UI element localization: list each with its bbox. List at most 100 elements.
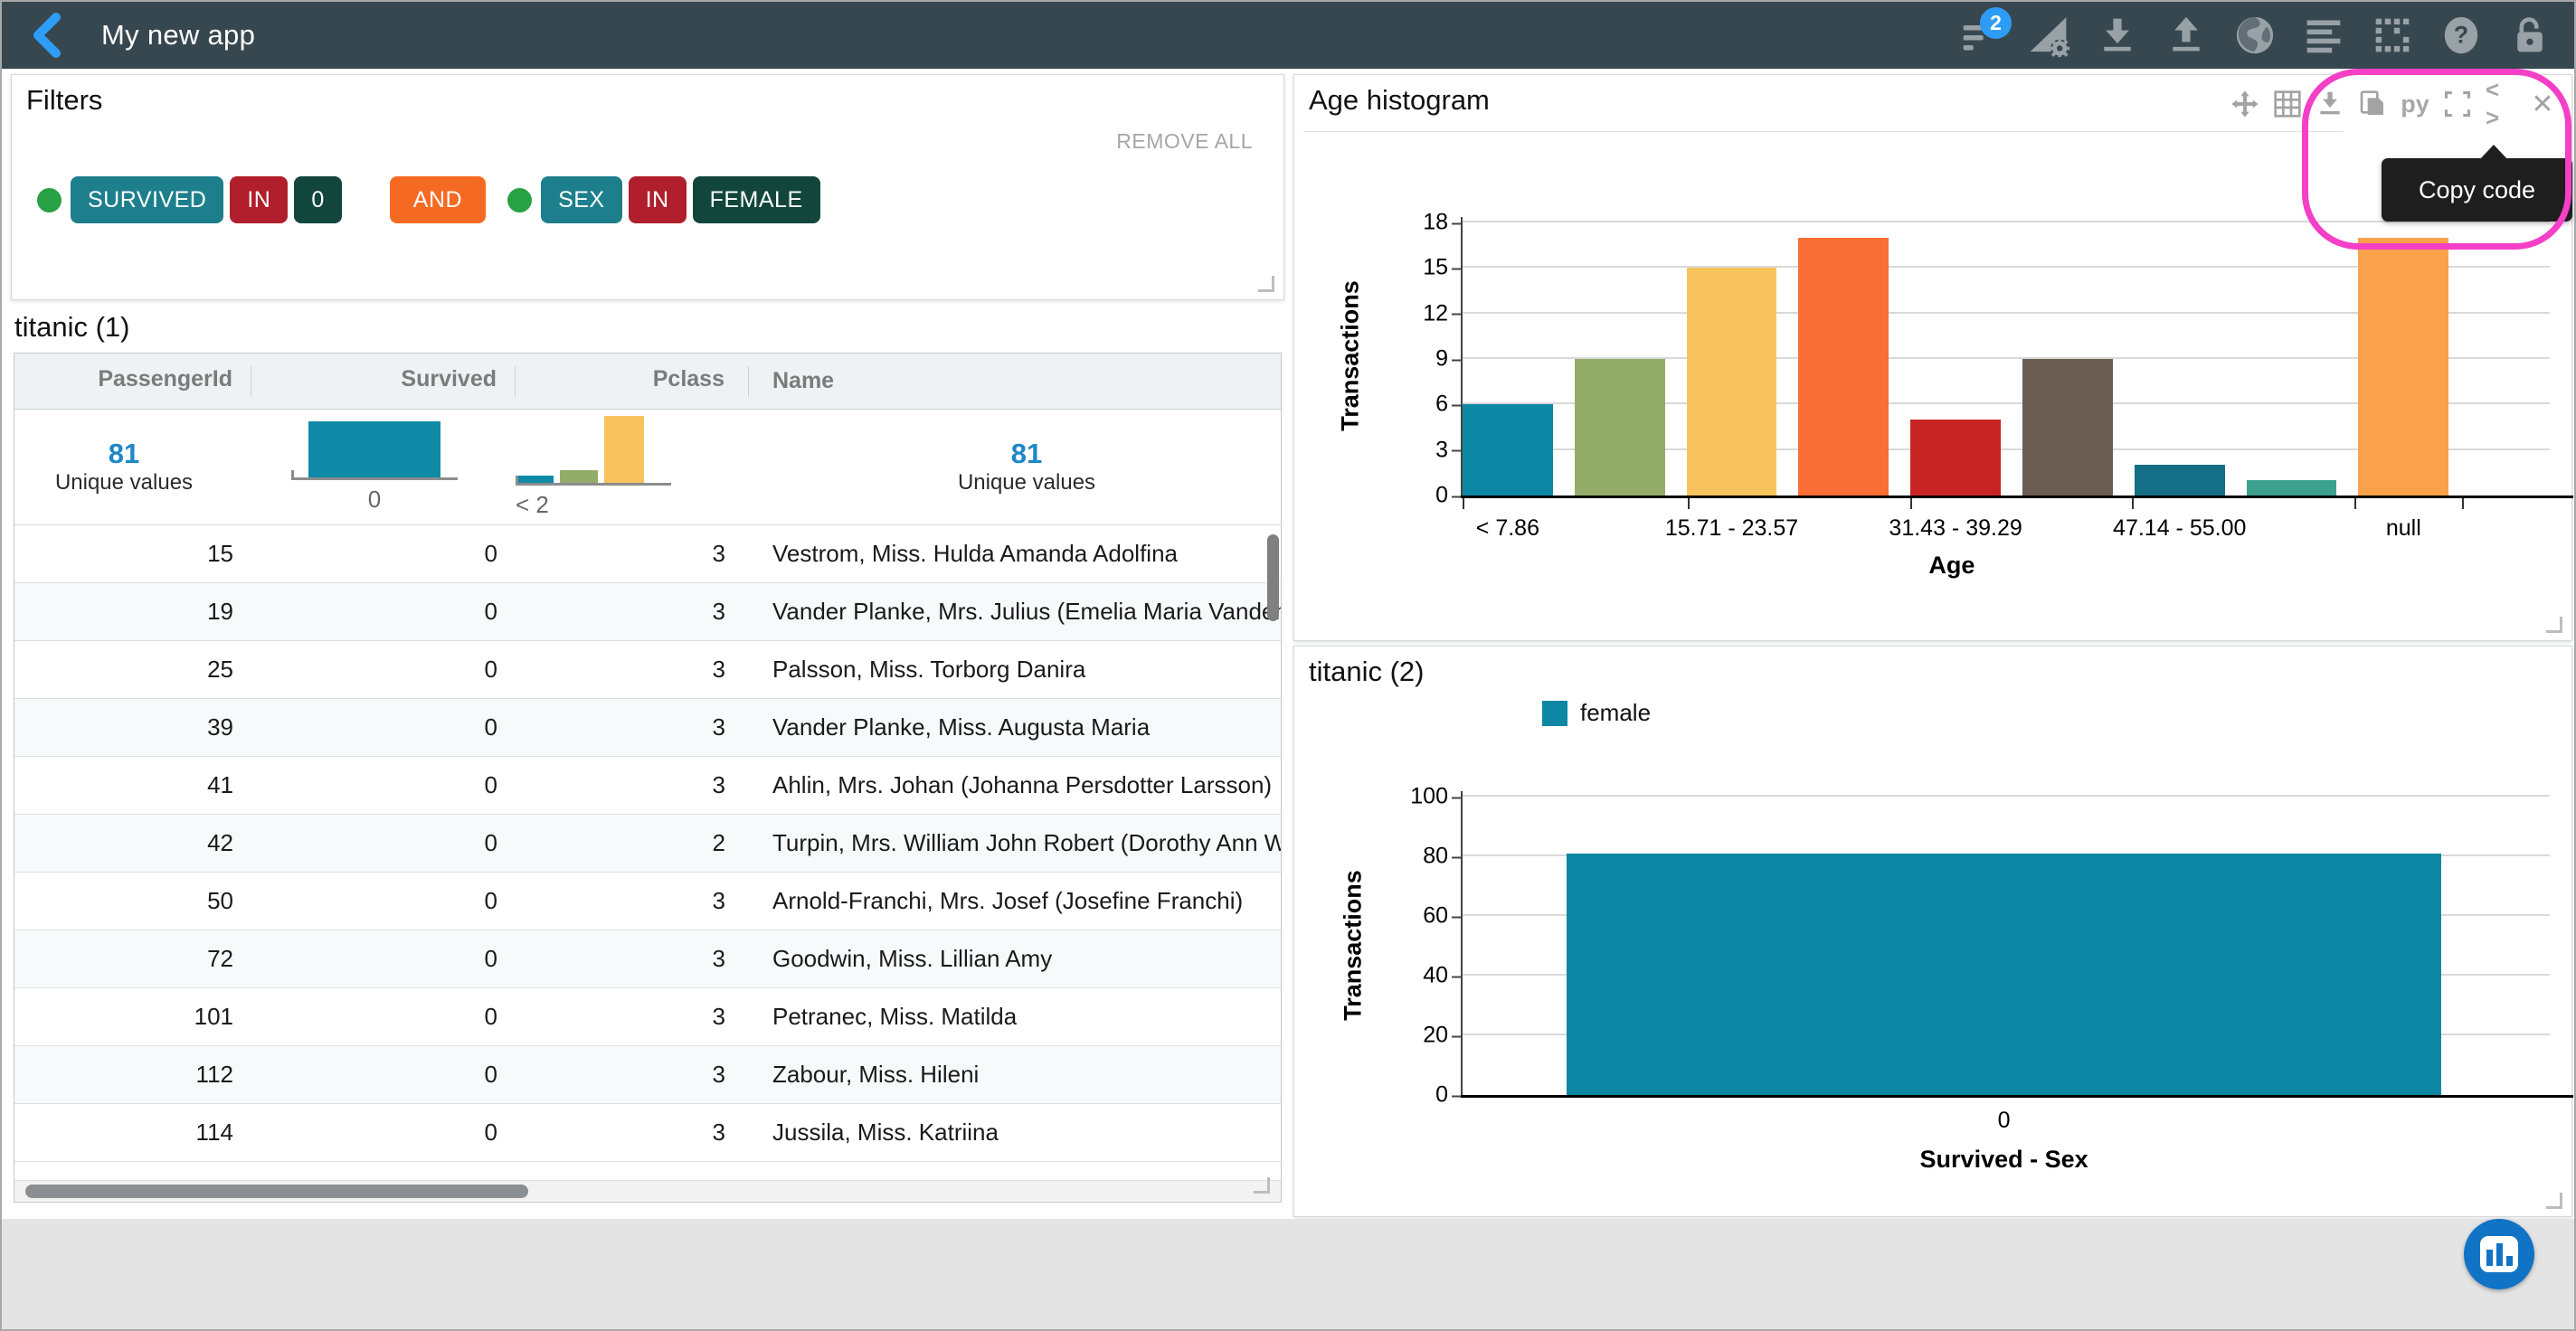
- back-chevron-icon[interactable]: [25, 12, 67, 59]
- unlock-icon[interactable]: [2508, 14, 2551, 57]
- column-header-name[interactable]: Name: [772, 368, 835, 393]
- bar-chart-icon: [2480, 1236, 2518, 1272]
- y-axis-title: Transactions: [1336, 280, 1364, 431]
- column-header-survived[interactable]: Survived: [251, 365, 516, 397]
- filter-chip-in[interactable]: IN: [628, 176, 687, 223]
- titanic2-panel: titanic (2) female 0 Survived - Sex 0 20 4…: [1293, 646, 2573, 1217]
- expand-icon[interactable]: [2443, 90, 2472, 118]
- align-lines-icon[interactable]: [2302, 14, 2344, 57]
- table-row: 39 0 3 Vander Planke, Miss. Augusta Maria: [14, 699, 1281, 757]
- table-cell: 0: [484, 771, 497, 798]
- table-cell: 50: [207, 887, 233, 914]
- histogram-bar: [2134, 465, 2225, 496]
- histogram-bar: [2358, 237, 2449, 496]
- move-icon[interactable]: [2230, 90, 2259, 118]
- table-cell: Palsson, Miss. Torborg Danira: [772, 656, 1086, 683]
- table-cell: 19: [207, 598, 233, 625]
- resize-handle[interactable]: [2546, 617, 2562, 633]
- y-axis-title: Transactions: [1339, 870, 1367, 1021]
- table-cell: 3: [712, 656, 725, 683]
- chart-legend: female: [1542, 699, 1651, 727]
- filter-chip-and[interactable]: AND: [389, 176, 487, 223]
- dataset-title: titanic (1): [14, 311, 130, 343]
- x-tick: [2132, 498, 2135, 509]
- table-cell: Vestrom, Miss. Hulda Amanda Adolfina: [772, 540, 1179, 567]
- chart-settings-icon[interactable]: [2027, 14, 2069, 57]
- table-cell: 3: [712, 1003, 725, 1030]
- titanic2-title: titanic (2): [1309, 656, 1425, 687]
- globe-icon[interactable]: [2233, 14, 2276, 57]
- y-tick-label: 12: [1423, 300, 1463, 326]
- table-cell: Arnold-Franchi, Mrs. Josef (Josefine Fra…: [772, 887, 1244, 914]
- column-header-pclass[interactable]: Pclass: [516, 365, 749, 397]
- download-icon[interactable]: [2096, 14, 2138, 57]
- horizontal-scrollbar-thumb[interactable]: [25, 1185, 528, 1198]
- gridline: [1463, 221, 2550, 222]
- resize-handle[interactable]: [1258, 276, 1274, 292]
- x-tick: [1463, 498, 1464, 509]
- y-tick-label: 40: [1423, 963, 1463, 989]
- download-icon[interactable]: [2316, 90, 2344, 118]
- y-tick-label: 0: [1435, 1082, 1463, 1109]
- age-histogram-title: Age histogram: [1309, 84, 1490, 116]
- gridline: [1463, 357, 2550, 359]
- mini-bar: [604, 415, 644, 483]
- grid-icon[interactable]: [2273, 90, 2302, 118]
- table-row: 114 0 3 Jussila, Miss. Katriina: [14, 1104, 1281, 1162]
- table-cell: 112: [195, 1061, 233, 1088]
- table-cell: Jussila, Miss. Katriina: [772, 1119, 999, 1146]
- gridline: [1463, 266, 2550, 269]
- y-axis: [1461, 217, 1463, 496]
- python-icon[interactable]: py: [2401, 90, 2429, 118]
- filter-chip-in[interactable]: IN: [230, 176, 289, 223]
- table-cell: 0: [484, 1061, 497, 1088]
- table-cell: Turpin, Mrs. William John Robert (Doroth…: [772, 829, 1281, 856]
- filter-chip-female[interactable]: FEMALE: [692, 176, 820, 223]
- table-row: 42 0 2 Turpin, Mrs. William John Robert (Do…: [14, 815, 1281, 873]
- mini-bar: [308, 420, 440, 477]
- table-cell: Zabour, Miss. Hileni: [772, 1061, 980, 1088]
- table-cell: 3: [712, 540, 725, 567]
- filter-chip-survived[interactable]: SURVIVED: [71, 176, 224, 223]
- column-header-passengerid[interactable]: PassengerId: [14, 365, 251, 397]
- resize-handle[interactable]: [2546, 1193, 2562, 1209]
- vertical-scrollbar-thumb[interactable]: [1267, 534, 1279, 621]
- table-cell: 114: [195, 1119, 233, 1146]
- age-histogram-panel: Age histogram py < > ✕ Age: [1293, 74, 2573, 641]
- table-cell: Vander Planke, Miss. Augusta Maria: [772, 713, 1151, 741]
- y-tick-label: 0: [1435, 483, 1463, 509]
- table-cell: 15: [207, 540, 233, 567]
- filter-chip-0[interactable]: 0: [294, 176, 342, 223]
- svg-text:?: ?: [2453, 22, 2467, 49]
- table-cell: 0: [484, 945, 497, 972]
- dotted-grid-icon[interactable]: [2371, 14, 2413, 57]
- table-summary-row: 81 Unique values 0 < 2 81 Unique values: [14, 410, 1281, 525]
- table-cell: 41: [207, 771, 233, 798]
- app-title: My new app: [101, 19, 256, 51]
- filter-chip-sex[interactable]: SEX: [541, 176, 622, 223]
- filters-panel: Filters REMOVE ALL SURVIVED IN 0 AND SEX IN FE…: [11, 74, 1284, 300]
- filter-list-icon[interactable]: 2: [1958, 6, 2012, 57]
- table-cell: 3: [712, 945, 725, 972]
- horizontal-scrollbar[interactable]: [14, 1180, 1281, 1202]
- remove-all-button[interactable]: REMOVE ALL: [1116, 129, 1253, 153]
- y-axis: [1461, 791, 1463, 1095]
- table-row: 50 0 3 Arnold-Franchi, Mrs. Josef (Josefine…: [14, 873, 1281, 930]
- resize-handle[interactable]: [1254, 1177, 1270, 1194]
- gridline: [1463, 311, 2550, 314]
- close-icon[interactable]: ✕: [2531, 89, 2554, 119]
- upload-icon[interactable]: [2164, 14, 2207, 57]
- table-row: 15 0 3 Vestrom, Miss. Hulda Amanda Adolfina: [14, 525, 1281, 583]
- table-cell: 0: [484, 1119, 497, 1146]
- gridline: [1463, 795, 2550, 797]
- charts-fab-button[interactable]: [2464, 1219, 2534, 1289]
- table-cell: 0: [484, 1003, 497, 1030]
- x-axis: [1461, 496, 2573, 498]
- help-icon[interactable]: ?: [2439, 14, 2482, 57]
- x-axis-title: Survived - Sex: [1919, 1146, 2088, 1173]
- x-tick: [2461, 498, 2464, 509]
- x-tick-label: < 7.86: [1475, 515, 1539, 541]
- copy-icon[interactable]: [2358, 90, 2387, 118]
- code-icon[interactable]: < >: [2486, 76, 2502, 131]
